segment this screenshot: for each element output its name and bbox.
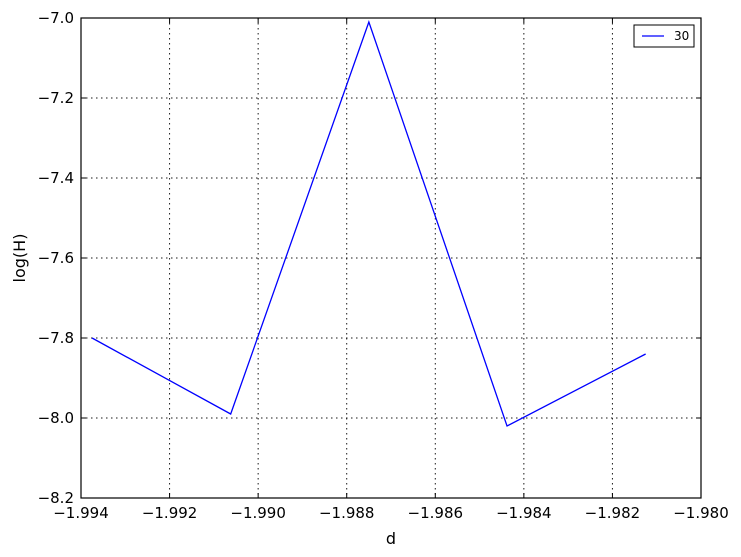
y-tick-label: −7.0 [38, 9, 74, 27]
x-tick-label: −1.980 [673, 504, 729, 522]
x-tick-label: −1.990 [230, 504, 286, 522]
x-tick-label: −1.984 [496, 504, 552, 522]
y-tick-label: −7.4 [38, 169, 74, 187]
y-tick-labels: −7.0 −7.2 −7.4 −7.6 −7.8 −8.0 −8.2 [38, 9, 74, 507]
x-tick-label: −1.994 [53, 504, 109, 522]
x-tick-label: −1.986 [408, 504, 464, 522]
x-axis-title: d [386, 529, 396, 548]
y-tick-label: −8.0 [38, 409, 74, 427]
series-line-30 [91, 20, 646, 427]
y-tick-label: −7.8 [38, 329, 74, 347]
x-tick-label: −1.982 [585, 504, 641, 522]
legend: 30 [633, 24, 695, 48]
x-tick-label: −1.992 [142, 504, 198, 522]
axis-ticks [80, 17, 702, 499]
y-axis-title: log(H) [10, 234, 29, 283]
x-tick-labels: −1.994 −1.992 −1.990 −1.988 −1.986 −1.984 −1.9… [53, 504, 729, 522]
grid-lines [81, 18, 701, 498]
x-tick-label: −1.988 [319, 504, 375, 522]
y-tick-label: −7.6 [38, 249, 74, 267]
y-tick-label: −7.2 [38, 89, 74, 107]
y-tick-label: −8.2 [38, 489, 74, 507]
series-layer [91, 20, 646, 427]
legend-label-series-30: 30 [674, 29, 689, 43]
